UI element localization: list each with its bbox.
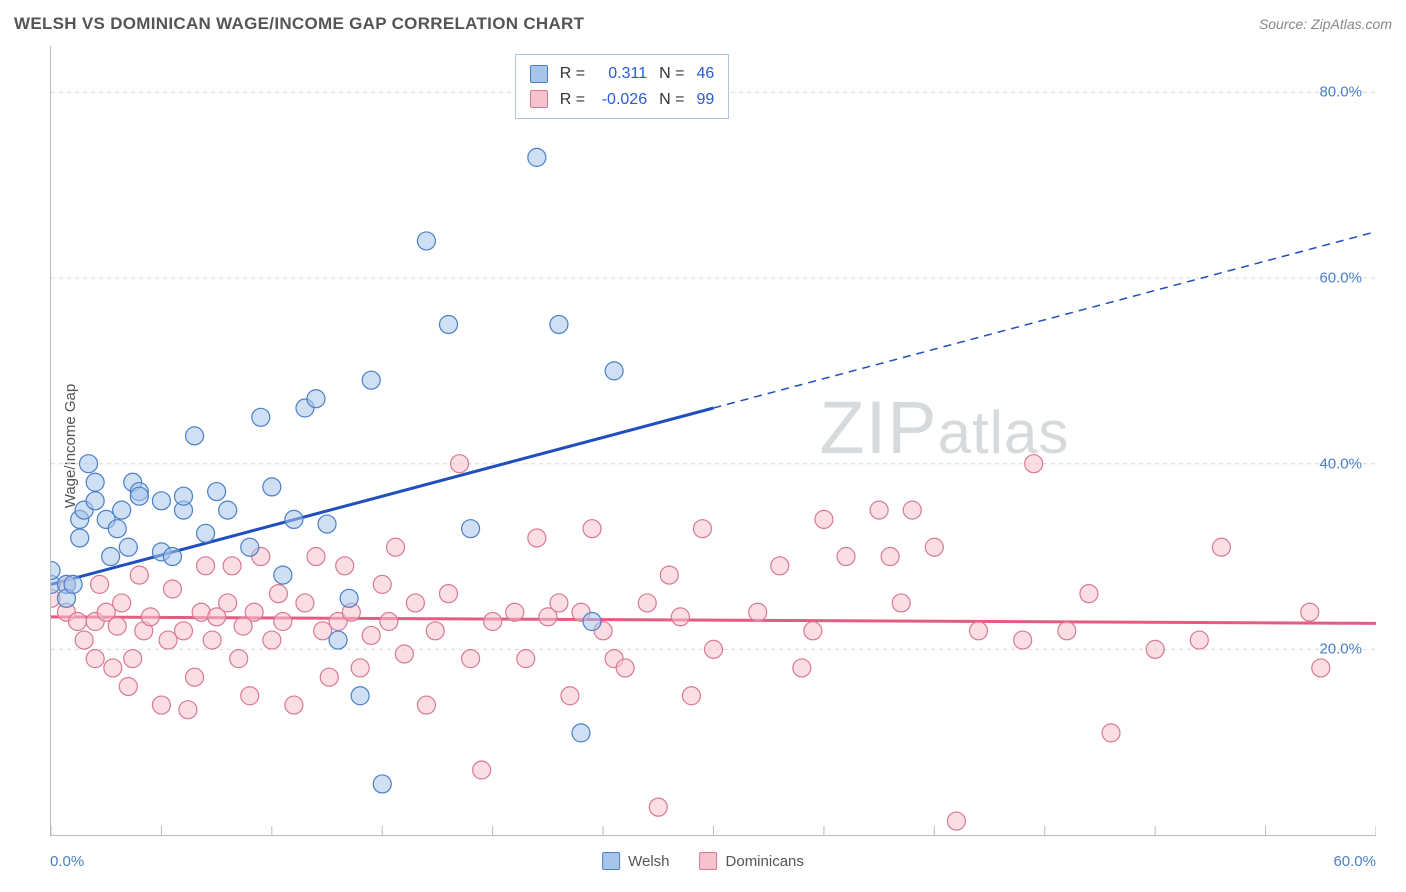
swatch-welsh-icon — [602, 852, 620, 870]
y-tick-label: 80.0% — [1319, 84, 1362, 101]
x-axis-max-label: 60.0% — [1333, 853, 1376, 870]
title-bar: WELSH VS DOMINICAN WAGE/INCOME GAP CORRE… — [14, 14, 1392, 34]
stats-legend: R = 0.311 N = 46 R = -0.026 N = 99 — [515, 54, 729, 119]
plot-area: ZIPatlas R = 0.311 N = 46 R = -0.026 N =… — [50, 46, 1376, 836]
swatch-dom-icon — [530, 90, 548, 108]
y-tick-label: 60.0% — [1319, 270, 1362, 287]
legend-bottom: Welsh Dominicans — [602, 852, 804, 870]
legend-item-dom: Dominicans — [700, 852, 804, 870]
source-label: Source: ZipAtlas.com — [1259, 16, 1392, 32]
swatch-welsh-icon — [530, 65, 548, 83]
x-axis-min-label: 0.0% — [50, 853, 84, 870]
scatter-plot — [51, 46, 1376, 835]
y-tick-label: 20.0% — [1319, 641, 1362, 658]
legend-item-welsh: Welsh — [602, 852, 669, 870]
stats-row-welsh: R = 0.311 N = 46 — [530, 61, 714, 87]
swatch-dom-icon — [700, 852, 718, 870]
y-tick-label: 40.0% — [1319, 455, 1362, 472]
stats-row-dom: R = -0.026 N = 99 — [530, 87, 714, 113]
chart-title: WELSH VS DOMINICAN WAGE/INCOME GAP CORRE… — [14, 14, 584, 34]
